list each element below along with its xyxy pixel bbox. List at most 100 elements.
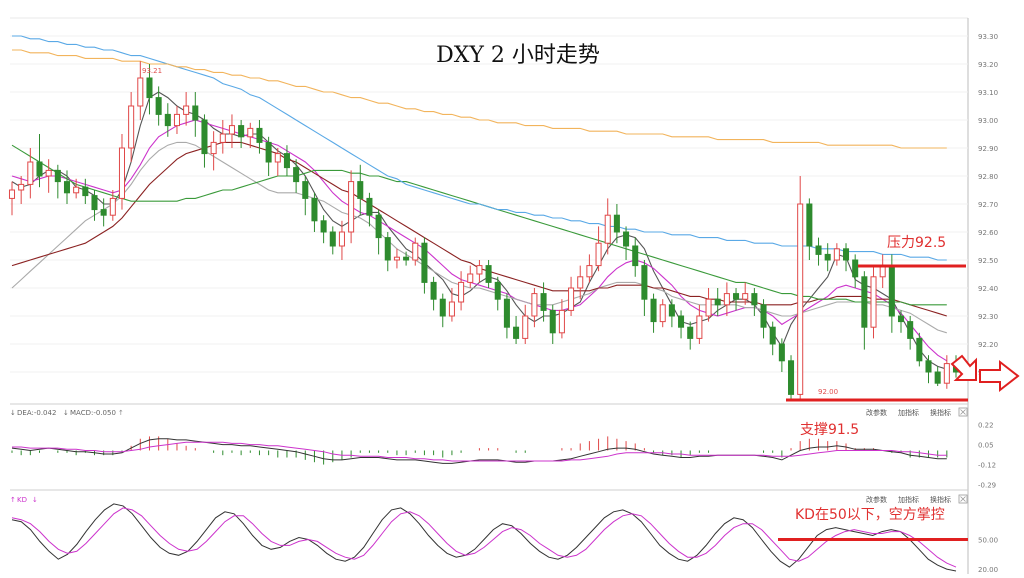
kd-legend-icon: ↓ [32, 496, 38, 504]
y-tick-label: 93.10 [978, 89, 998, 97]
candle-body [540, 293, 547, 311]
macd-add-indicator-button[interactable]: 加指标 [898, 408, 919, 417]
kd-y-axis: 50.00 20.00 [978, 536, 998, 574]
candle-body [91, 195, 98, 211]
high-marker-label: 93.21 [142, 67, 162, 75]
y-tick-label: 93.30 [978, 33, 998, 41]
macd-y-tick-label: 0.22 [978, 422, 994, 430]
candle-body [366, 197, 373, 216]
candle-body [604, 214, 611, 244]
kd-d-line [11, 507, 957, 568]
candle-body [558, 309, 565, 334]
candle-body [247, 127, 254, 138]
candle-body [100, 209, 107, 216]
candle-body [513, 326, 520, 339]
candle-body [192, 105, 199, 121]
candle-body [320, 220, 327, 233]
macd-lines [11, 438, 947, 464]
candle-body [146, 77, 153, 99]
chart-title: DXY 2 小时走势 [436, 43, 600, 68]
kd-lines [11, 503, 957, 572]
candle-body [613, 214, 620, 233]
macd-switch-indicator-button[interactable]: 换指标 [930, 408, 951, 417]
kd-edit-params-button[interactable]: 改参数 [866, 495, 887, 504]
candle-body [751, 293, 758, 306]
candle-body [797, 203, 804, 395]
candle-body [219, 133, 226, 143]
macd-close-icon[interactable] [960, 409, 966, 415]
kd-note: KD在50以下，空方掌控 [795, 507, 945, 523]
macd-dea-line [12, 441, 947, 462]
candle-body [73, 186, 80, 194]
y-tick-label: 93.00 [978, 117, 998, 125]
kd-add-indicator-button[interactable]: 加指标 [898, 495, 919, 504]
y-tick-label: 92.50 [978, 257, 998, 265]
candle-body [788, 360, 795, 395]
macd-macd-legend: MACD:-0.050 [70, 409, 116, 417]
candle-body [384, 237, 391, 261]
candle-body [568, 287, 575, 311]
y-tick-label: 92.70 [978, 201, 998, 209]
main-annotations: DXY 2 小时走势 93.21 92.00 压力92.5 [142, 43, 1020, 402]
candle-body [228, 125, 235, 135]
y-tick-label: 92.80 [978, 173, 998, 181]
candle-body [778, 343, 785, 362]
macd-dea-legend: DEA:-0.042 [17, 409, 56, 417]
main-y-axis: 93.30 93.20 93.10 93.00 92.90 92.80 92.70 92.60… [978, 33, 998, 377]
candle-body [8, 189, 16, 199]
candle-body [586, 265, 593, 278]
candle-body [595, 242, 602, 267]
candle-body [265, 141, 272, 163]
candle-body [283, 153, 290, 169]
macd-y-tick-label: -0.29 [978, 481, 996, 489]
candle-body [458, 281, 465, 303]
low-marker-label: 92.00 [818, 388, 838, 396]
candle-body [348, 181, 355, 233]
candle-body [632, 245, 639, 267]
candle-body [623, 231, 630, 247]
panel-frames [10, 17, 969, 574]
candle-body [522, 315, 529, 339]
moving-average-lines [11, 35, 948, 370]
right-arrow-icon [979, 359, 1020, 393]
kd-switch-indicator-button[interactable]: 换指标 [930, 495, 951, 504]
y-tick-label: 93.20 [978, 61, 998, 69]
candle-body [476, 265, 483, 275]
candle-body [824, 253, 831, 261]
candle-body [128, 105, 135, 149]
candle-body [815, 245, 822, 255]
candle-body [641, 265, 648, 300]
resistance-label: 压力92.5 [887, 235, 946, 251]
candle-body [412, 242, 419, 261]
candle-body [421, 242, 428, 283]
down-right-arrow-icon [950, 354, 977, 381]
candle-body [430, 281, 437, 300]
candle-body [907, 321, 914, 339]
macd-legend-icon: ↓ [10, 409, 16, 417]
candle-body [714, 298, 721, 306]
candle-body [833, 248, 840, 261]
macd-edit-params-button[interactable]: 改参数 [866, 408, 887, 417]
candle-body [448, 301, 455, 317]
candle-body [183, 105, 190, 115]
candle-body [806, 203, 813, 247]
candle-body [769, 326, 776, 345]
candle-body [668, 304, 675, 317]
candle-body [439, 298, 446, 317]
kd-y-tick-label: 50.00 [978, 536, 998, 544]
macd-dif-line [11, 438, 947, 464]
candle-body [723, 293, 730, 306]
kd-close-icon[interactable] [958, 494, 968, 504]
macd-close-icon[interactable] [958, 407, 968, 417]
candlesticks [8, 61, 960, 400]
y-tick-label: 92.40 [978, 285, 998, 293]
candle-body [36, 161, 43, 177]
candle-body [842, 248, 850, 261]
candle-body [45, 169, 52, 177]
y-tick-label: 92.90 [978, 145, 998, 153]
candle-body [109, 197, 116, 216]
candle-body [733, 293, 740, 300]
kd-close-icon[interactable] [960, 496, 966, 502]
